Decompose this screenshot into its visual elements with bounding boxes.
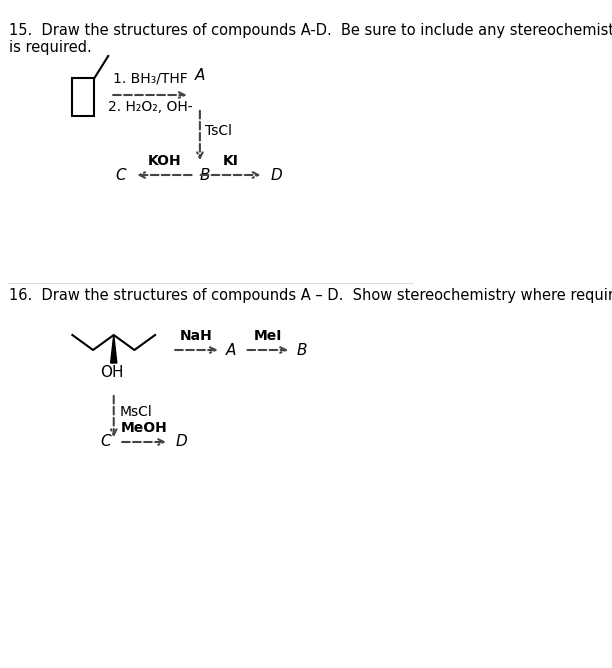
Text: B: B [296,343,307,357]
Text: MsCl: MsCl [119,405,152,418]
Bar [72,78,94,116]
Text: KI: KI [223,154,239,168]
Text: MeI: MeI [253,329,282,343]
Text: D: D [271,168,282,182]
Text: OH: OH [100,365,124,380]
Text: MeOH: MeOH [121,421,168,435]
Text: C: C [116,168,126,182]
Text: D: D [176,434,187,450]
Text: TsCl: TsCl [206,124,233,138]
Text: 1. BH₃/THF: 1. BH₃/THF [113,71,187,85]
Text: B: B [200,168,210,182]
Text: A: A [195,68,206,83]
Text: A: A [226,343,236,357]
Text: 2. H₂O₂, OH-: 2. H₂O₂, OH- [108,100,192,114]
Text: KOH: KOH [147,154,181,168]
Text: NaH: NaH [180,329,213,343]
Text: 15.  Draw the structures of compounds A-D.  Be sure to include any stereochemist: 15. Draw the structures of compounds A-D… [9,23,612,55]
Text: C: C [100,434,111,450]
Polygon shape [111,335,117,363]
Text: 16.  Draw the structures of compounds A – D.  Show stereochemistry where require: 16. Draw the structures of compounds A –… [9,288,612,303]
